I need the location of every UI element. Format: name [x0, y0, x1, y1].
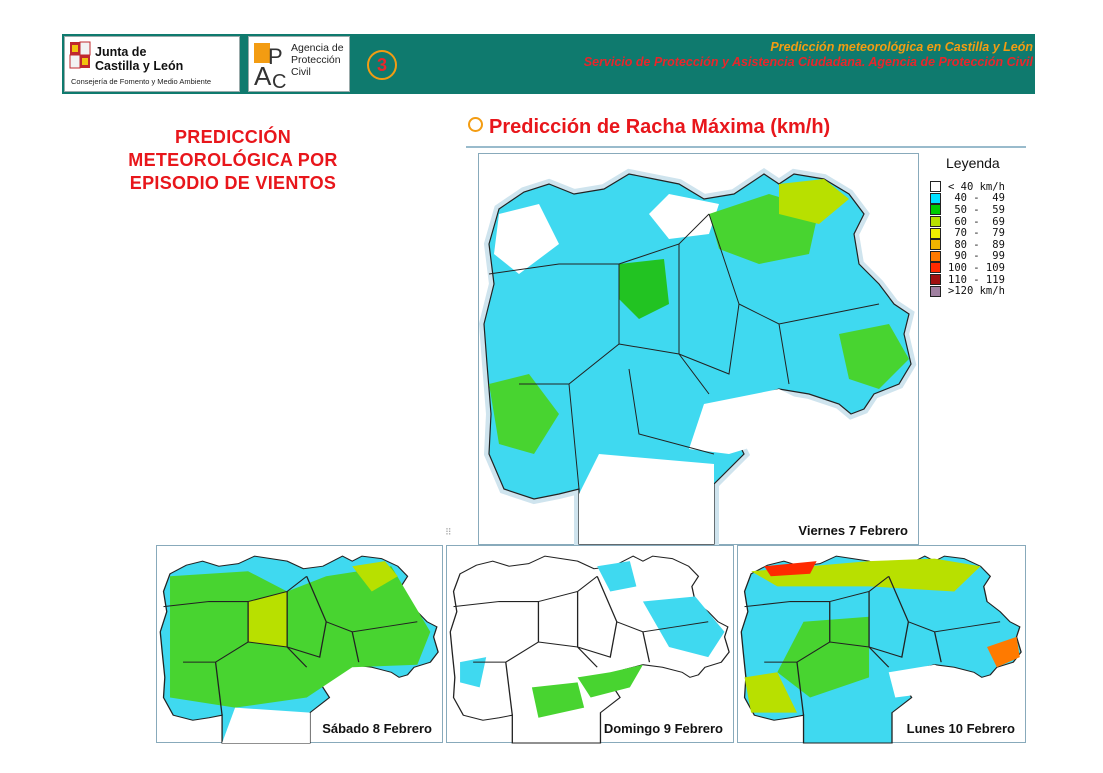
- legend-swatch: [930, 204, 941, 216]
- strong-wind-zone: [619, 259, 669, 319]
- resize-grip-icon: ⠿: [445, 527, 452, 537]
- map-day4-graphic: [740, 555, 1022, 744]
- slide-title: PREDICCIÓN METEOROLÓGICA POR EPISODIO DE…: [128, 127, 338, 193]
- map-day4-label: Lunes 10 Febrero: [904, 721, 1017, 736]
- legend-swatch: [930, 262, 941, 274]
- calm-zone: [689, 389, 809, 454]
- map-day3: Domingo 9 Febrero: [446, 545, 734, 744]
- legend-item: 70 - 79: [924, 227, 1024, 239]
- bullet-ring-icon: [468, 117, 483, 132]
- legend-item: 50 - 59: [924, 204, 1024, 216]
- section-title: Predicción de Racha Máxima (km/h): [468, 116, 830, 139]
- apc-emblem-icon: A P C: [252, 40, 290, 90]
- legend-label: 110 - 119: [948, 273, 1005, 286]
- map-main-label: Viernes 7 Febrero: [796, 523, 910, 538]
- legend-item: 100 - 109: [924, 262, 1024, 274]
- gust-zone: [839, 324, 909, 389]
- jcyl-logo: Junta de Castilla y León Consejería de F…: [64, 36, 240, 92]
- province-borders: [488, 213, 880, 490]
- apc-logo: A P C Agencia de Protección Civil: [248, 36, 350, 92]
- map-day2-label: Sábado 8 Febrero: [320, 721, 434, 736]
- map-day3-label: Domingo 9 Febrero: [601, 721, 725, 736]
- header-subtitle: Servicio de Protección y Asistencia Ciud…: [583, 55, 1033, 69]
- legend-label: < 40 km/h: [948, 180, 1005, 193]
- map-day2-graphic: [159, 555, 439, 744]
- calm-zone: [649, 194, 719, 239]
- legend-swatch: [930, 216, 941, 228]
- legend: Leyenda < 40 km/h 40 - 49 50 - 59 60 - 6…: [924, 155, 1024, 297]
- legend-swatch: [930, 239, 941, 251]
- org-name: Junta de Castilla y León: [95, 45, 184, 73]
- map-day3-graphic: [449, 555, 730, 744]
- legend-swatch: [930, 250, 941, 262]
- legend-label: 70 - 79: [948, 227, 1005, 240]
- legend-label: 80 - 89: [948, 238, 1005, 251]
- legend-item: 40 - 49: [924, 192, 1024, 205]
- section-title-text: Predicción de Racha Máxima (km/h): [489, 116, 831, 138]
- legend-swatch: [930, 285, 941, 297]
- legend-swatch: [930, 227, 941, 239]
- legend-label: >120 km/h: [948, 285, 1005, 298]
- section-divider: [466, 146, 1026, 148]
- legend-label: 40 - 49: [948, 192, 1005, 205]
- legend-label: 50 - 59: [948, 203, 1005, 216]
- legend-swatch: [930, 192, 941, 204]
- legend-item: 110 - 119: [924, 274, 1024, 286]
- agency-name: Agencia de Protección Civil: [291, 42, 344, 78]
- legend-swatch: [930, 274, 941, 286]
- map-main-graphic: [479, 167, 917, 546]
- gust-zone: [489, 374, 559, 454]
- legend-item: 80 - 89: [924, 239, 1024, 251]
- legend-item: >120 km/h: [924, 285, 1024, 297]
- apc-letter-c: C: [272, 71, 286, 90]
- org-department: Consejería de Fomento y Medio Ambiente: [71, 77, 212, 86]
- legend-item: < 40 km/h: [924, 181, 1024, 193]
- page-number-badge: 3: [367, 50, 397, 80]
- map-main: Viernes 7 Febrero: [478, 153, 919, 546]
- header-title: Predicción meteorológica en Castilla y L…: [770, 40, 1033, 54]
- map-day2: Sábado 8 Febrero: [156, 545, 443, 744]
- map-day4: Lunes 10 Febrero: [737, 545, 1026, 744]
- legend-title: Leyenda: [946, 155, 1000, 171]
- calm-zone: [494, 204, 559, 274]
- calm-zone: [579, 454, 714, 544]
- legend-item: 90 - 99: [924, 250, 1024, 263]
- gust-zone: [779, 179, 849, 224]
- legend-swatch: [930, 181, 941, 193]
- apc-letter-p: P: [268, 44, 283, 69]
- apc-letter-a: A: [254, 61, 272, 90]
- legend-label: 90 - 99: [948, 250, 1005, 263]
- legend-item: 60 - 69: [924, 216, 1024, 228]
- legend-label: 100 - 109: [948, 261, 1005, 274]
- coat-of-arms-icon: [69, 41, 91, 69]
- legend-label: 60 - 69: [948, 215, 1005, 228]
